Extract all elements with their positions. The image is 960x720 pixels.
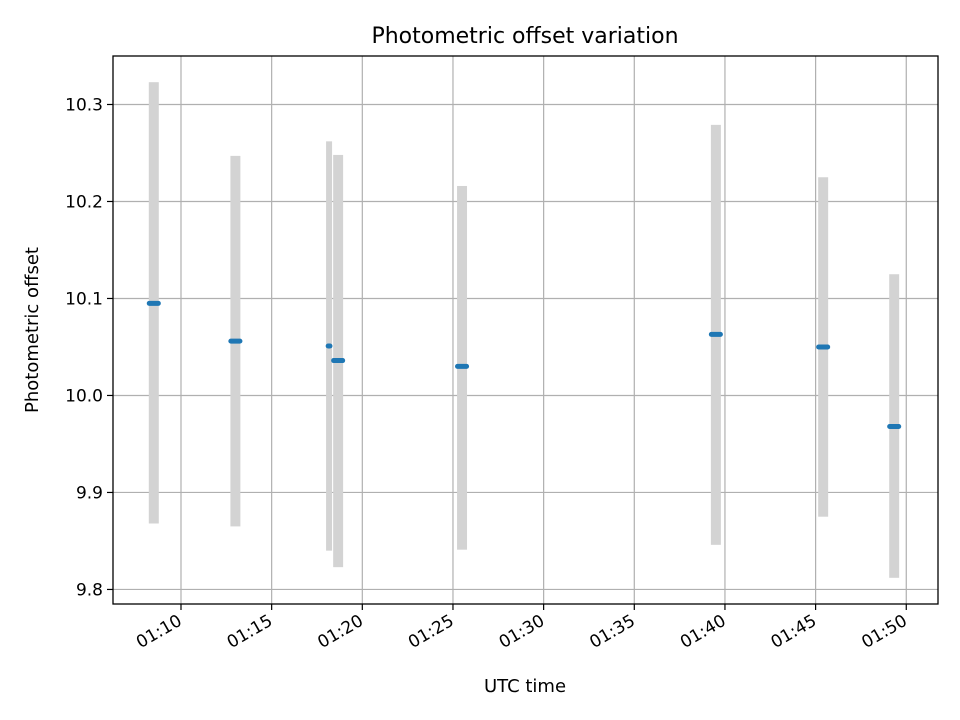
x-axis-label: UTC time	[484, 676, 566, 697]
x-tick-label: 01:45	[768, 611, 820, 653]
y-tick-label: 9.9	[76, 483, 103, 503]
y-tick-label: 10.3	[65, 95, 103, 115]
y-axis-label: Photometric offset	[22, 247, 43, 413]
chart-title: Photometric offset variation	[371, 24, 678, 49]
y-axis-ticks: 9.8 9.9 10.0 10.1 10.2 10.3	[65, 95, 113, 600]
error-bars	[148, 82, 900, 578]
data-points	[146, 300, 902, 430]
x-tick-label: 01:40	[677, 611, 729, 653]
y-tick-label: 10.0	[65, 386, 103, 406]
x-tick-label: 01:15	[224, 611, 276, 653]
x-axis-ticks: 01:10 01:15 01:20 01:25 01:30 01:35 01:40 01:45…	[133, 604, 911, 653]
y-tick-label: 9.8	[76, 580, 103, 600]
plot-frame	[112, 55, 939, 605]
x-tick-label: 01:50	[858, 611, 910, 653]
y-tick-label: 10.2	[65, 192, 103, 212]
x-tick-label: 01:10	[133, 611, 185, 653]
y-tick-label: 10.1	[65, 289, 103, 309]
x-tick-label: 01:30	[496, 611, 548, 653]
grid-lines	[113, 56, 938, 604]
x-tick-label: 01:20	[314, 611, 366, 653]
x-tick-label: 01:25	[405, 611, 457, 653]
x-tick-label: 01:35	[586, 611, 638, 653]
